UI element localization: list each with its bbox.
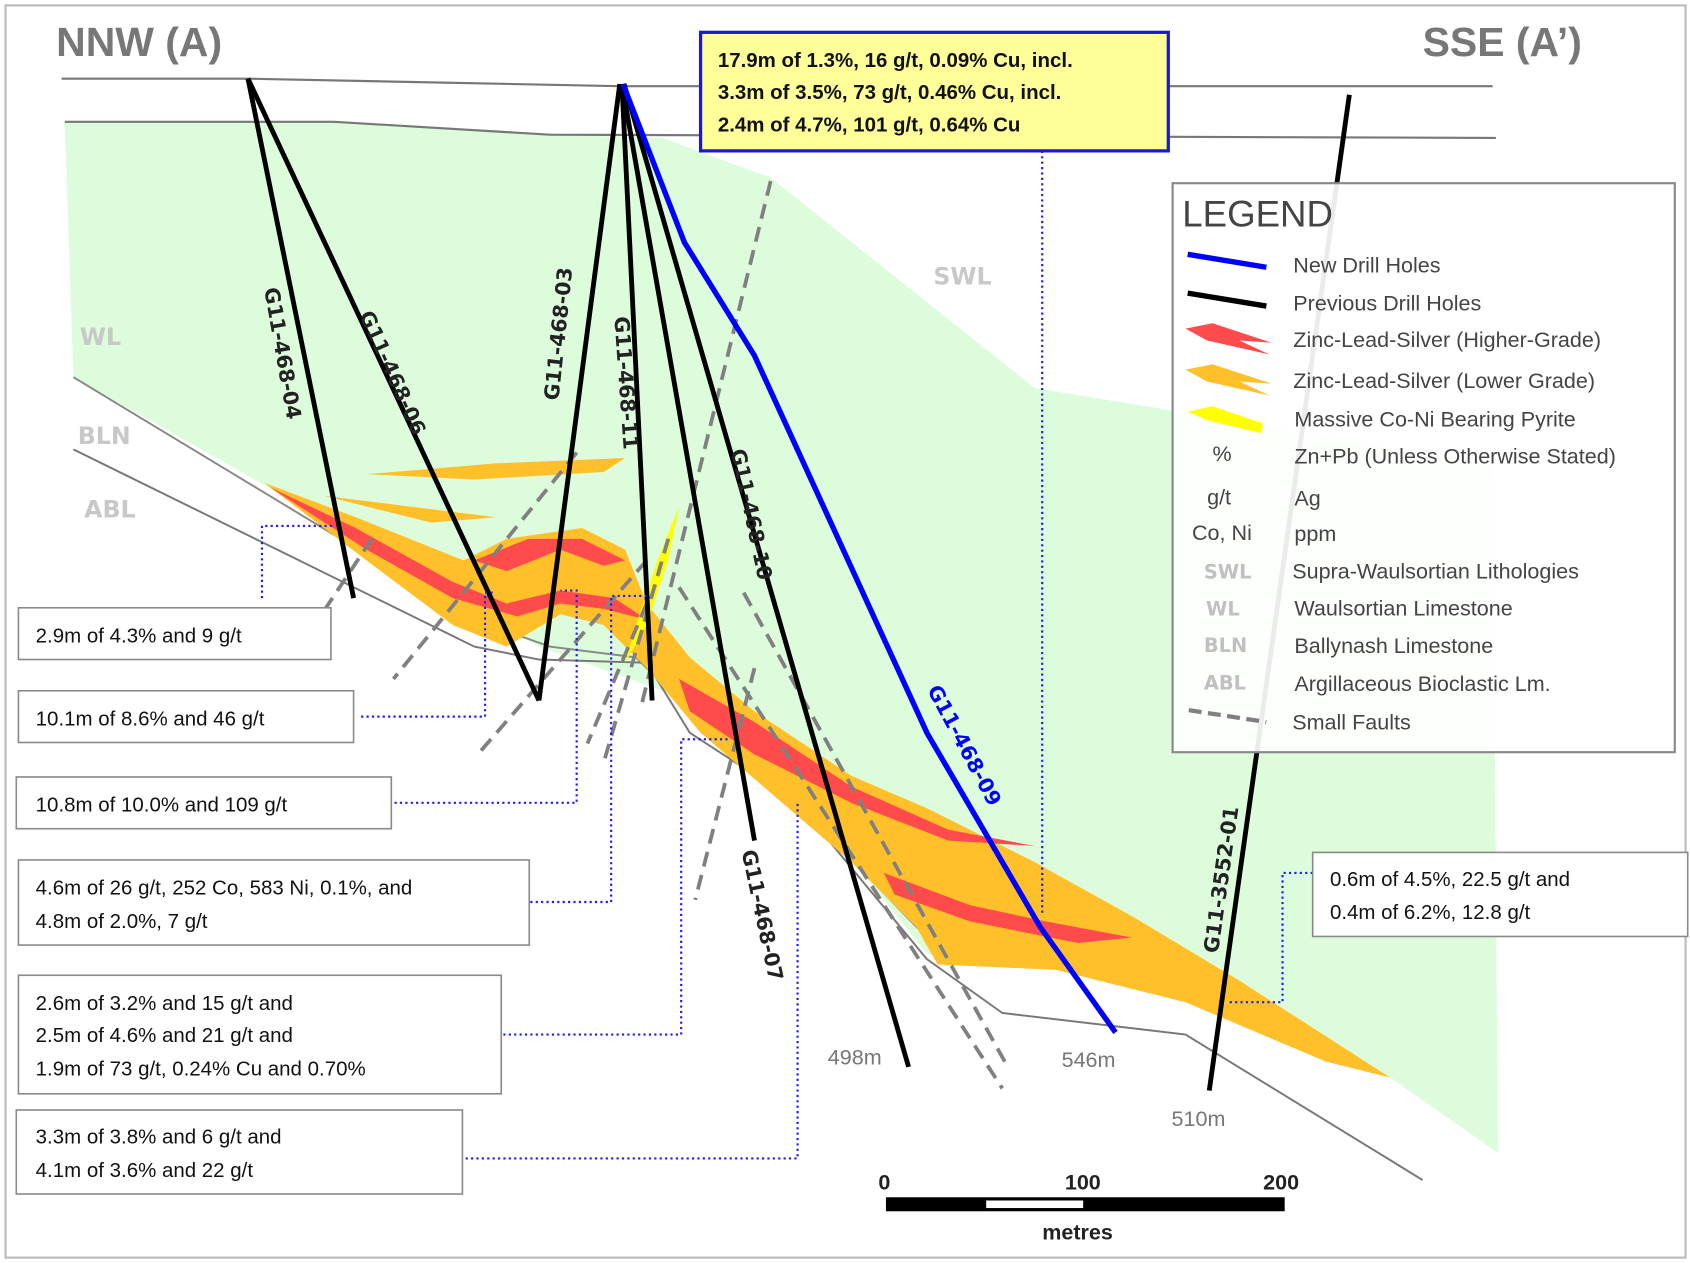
legend-symbol: WL: [1206, 597, 1240, 620]
callout-line: 3.3m of 3.5%, 73 g/t, 0.46% Cu, incl.: [718, 81, 1062, 104]
callout-line: 2.5m of 4.6% and 21 g/t and: [36, 1024, 293, 1047]
legend-label: Previous Drill Holes: [1293, 290, 1481, 315]
legend-title: LEGEND: [1182, 193, 1333, 234]
label-bln: BLN: [78, 422, 131, 450]
scale-unit-label: metres: [1042, 1219, 1113, 1244]
drill-hole-g11-468-06: [245, 77, 542, 702]
legend-label: Argillaceous Bioclastic Lm.: [1294, 671, 1550, 696]
drill-holes: [245, 77, 1352, 1091]
legend-lower-grade-swatch: [1185, 364, 1272, 396]
scale-tick-label: 0: [878, 1170, 890, 1195]
highlight-callout-g11-468-09: 17.9m of 1.3%, 16 g/t, 0.09% Cu, incl. 3…: [698, 30, 1170, 153]
drill-hole-g11-468-11: [619, 83, 655, 701]
intercept-callout: 3.3m of 3.8% and 6 g/t and 4.1m of 3.6% …: [15, 1109, 464, 1195]
label-wl: WL: [80, 323, 121, 351]
legend-symbol: g/t: [1207, 484, 1231, 509]
legend-label: ppm: [1294, 521, 1336, 546]
legend-label: Small Faults: [1292, 710, 1411, 735]
scale-bar: 0 100 200 metres: [878, 1170, 1299, 1245]
legend-symbol: BLN: [1204, 634, 1247, 657]
depth-510: 510m: [1172, 1106, 1226, 1131]
legend-label: Massive Co-Ni Bearing Pyrite: [1294, 407, 1575, 432]
legend-label: Supra-Waulsortian Lithologies: [1292, 559, 1579, 584]
legend-higher-grade-swatch: [1185, 323, 1272, 355]
waulsortian-limestone-area: [64, 121, 1499, 1154]
intercept-callout: 4.6m of 26 g/t, 252 Co, 583 Ni, 0.1%, an…: [17, 859, 531, 946]
legend-label: Waulsortian Limestone: [1294, 595, 1512, 620]
legend-label: New Drill Holes: [1293, 253, 1440, 278]
callout-line: 0.6m of 4.5%, 22.5 g/t and: [1330, 868, 1570, 891]
scale-tick-label: 100: [1065, 1170, 1101, 1195]
drill-hole-g11-468-04: [245, 78, 356, 599]
section-label-left: NNW (A): [56, 19, 222, 65]
legend-pyrite-swatch: [1187, 406, 1264, 434]
callout-line: 10.1m of 8.6% and 46 g/t: [36, 707, 265, 730]
intercept-callout: 0.6m of 4.5%, 22.5 g/t and 0.4m of 6.2%,…: [1311, 851, 1689, 938]
legend-symbol: Co, Ni: [1192, 520, 1252, 545]
legend-symbol: %: [1212, 441, 1231, 466]
callout-line: 3.3m of 3.8% and 6 g/t and: [36, 1125, 282, 1148]
callout-line: 17.9m of 1.3%, 16 g/t, 0.09% Cu, incl.: [718, 49, 1073, 72]
intercept-callout: 2.6m of 3.2% and 15 g/t and 2.5m of 4.6%…: [17, 974, 503, 1095]
legend-label: Zn+Pb (Unless Otherwise Stated): [1294, 443, 1616, 468]
legend-label: Zinc-Lead-Silver (Lower Grade): [1293, 368, 1595, 393]
callout-line: 1.9m of 73 g/t, 0.24% Cu and 0.70%: [36, 1057, 366, 1080]
label-abl: ABL: [84, 495, 135, 523]
intercept-callout: 2.9m of 4.3% and 9 g/t: [17, 606, 332, 661]
legend-new-hole-swatch: [1187, 251, 1267, 270]
legend: LEGEND % g/t Co, Ni SWL WL BLN ABL New D…: [1171, 182, 1676, 754]
intercept-callout: 10.1m of 8.6% and 46 g/t: [17, 689, 355, 744]
depth-546: 546m: [1062, 1047, 1116, 1072]
drill-hole-g11-468-09: [620, 83, 1118, 1034]
depth-498: 498m: [828, 1045, 882, 1070]
callout-line: 2.9m of 4.3% and 9 g/t: [36, 624, 242, 647]
callout-line: 4.6m of 26 g/t, 252 Co, 583 Ni, 0.1%, an…: [36, 876, 413, 899]
callout-line: 4.1m of 3.6% and 22 g/t: [36, 1159, 254, 1182]
legend-previous-hole-swatch: [1187, 290, 1267, 309]
legend-symbol: ABL: [1204, 672, 1246, 695]
legend-symbol: SWL: [1204, 561, 1252, 584]
callout-line: 4.8m of 2.0%, 7 g/t: [36, 910, 208, 933]
drill-hole-g11-468-10: [619, 83, 757, 841]
intercept-callout: 10.8m of 10.0% and 109 g/t: [15, 776, 393, 830]
legend-fault-swatch: [1188, 708, 1267, 725]
callout-line: 2.4m of 4.7%, 101 g/t, 0.64% Cu: [718, 113, 1021, 136]
legend-label: Ag: [1294, 485, 1320, 510]
drill-hole-g11-468-07: [621, 83, 911, 1068]
scale-tick-label: 200: [1263, 1170, 1299, 1195]
legend-label: Zinc-Lead-Silver (Higher-Grade): [1293, 327, 1601, 352]
callout-line: 2.6m of 3.2% and 15 g/t and: [36, 992, 293, 1015]
callout-line: 0.4m of 6.2%, 12.8 g/t: [1330, 901, 1531, 924]
section-label-right: SSE (A’): [1423, 19, 1582, 65]
callout-connectors: [260, 150, 1313, 1160]
legend-label: Ballynash Limestone: [1294, 633, 1493, 658]
drill-hole-g11-468-03: [536, 83, 623, 701]
label-swl: SWL: [933, 262, 991, 290]
callout-line: 10.8m of 10.0% and 109 g/t: [36, 793, 288, 816]
